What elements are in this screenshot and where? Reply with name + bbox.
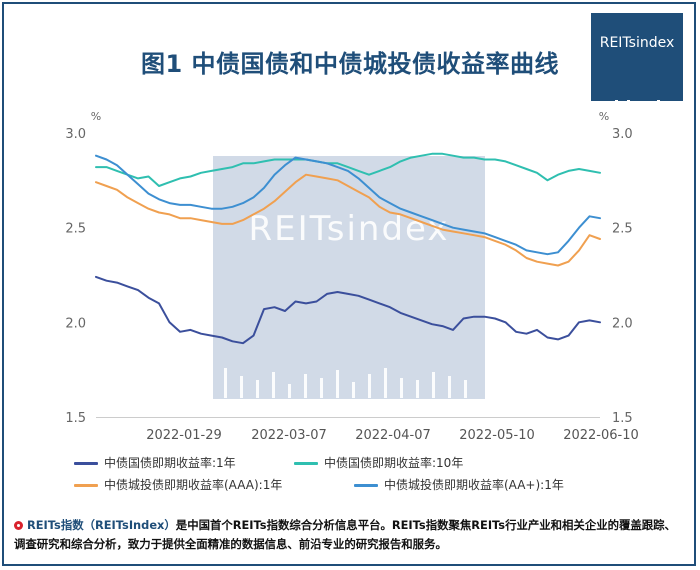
watermark-bar [336,370,339,398]
y-tick-label-right: 2.0 [612,316,633,331]
x-tick-label: 2022-01-29 [146,428,222,443]
y-tick-label-right: 1.5 [612,411,633,426]
y-tick-label-left: 1.5 [65,411,86,426]
y-tick-label-left: 2.0 [65,316,86,331]
legend-item-2: 中债国债即期收益率:10年 [294,454,463,471]
y-tick-label-right: 2.5 [612,222,633,237]
watermark-box [213,156,485,399]
watermark-bar [240,376,243,398]
watermark-bar [368,374,371,398]
watermark: REITsindex [213,156,485,399]
legend-swatch [74,462,98,465]
logo-bars [597,89,677,108]
y-unit-right: % [599,110,609,123]
series-line-3 [95,173,601,267]
y-tick-label-left: 2.5 [65,222,86,237]
legend-item-4: 中债城投债即期收益率(AA+):1年 [354,476,564,493]
watermark-bar [304,374,307,398]
legend-label: 中债国债即期收益率:1年 [104,456,236,470]
legend-label: 中债城投债即期收益率(AAA):1年 [104,478,283,492]
x-tick-label: 2022-03-07 [251,428,327,443]
legend-swatch [354,484,378,487]
chart-legend: 中债国债即期收益率:1年 中债国债即期收益率:10年 中债城投债即期收益率(AA… [70,454,630,494]
legend-item-3: 中债城投债即期收益率(AAA):1年 [74,476,282,493]
watermark-bar [288,384,291,398]
figure-title: 图1 中债国债和中债城投债收益率曲线 [140,50,560,78]
watermark-bar [400,378,403,398]
legend-item-1: 中债国债即期收益率:1年 [74,454,236,471]
watermark-bar [448,376,451,398]
x-tick-label: 2022-04-07 [355,428,431,443]
watermark-bar [352,382,355,398]
legend-swatch [74,484,98,487]
logo-text: REITsindex [599,35,675,51]
watermark-bar [224,368,227,398]
watermark-bar [416,380,419,398]
x-tick-label: 2022-06-10 [563,428,639,443]
reitsindex-logo: REITsindex [591,13,683,108]
series-line-2 [95,152,601,187]
x-tick-label: 2022-05-10 [459,428,535,443]
info-dot-icon [14,521,23,530]
watermark-text: REITsindex [248,209,449,249]
legend-label: 中债城投债即期收益率(AA+):1年 [384,478,564,492]
y-tick-label-right: 3.0 [612,127,633,142]
legend-swatch [294,462,318,465]
footer-text: 是中国首个REITs指数综合分析信息平台。REITs指数聚焦REITs行业产业和… [14,518,676,551]
y-tick-label-left: 3.0 [65,127,86,142]
watermark-bar [432,372,435,398]
footer-note: REITs指数（REITsIndex）是中国首个REITs指数综合分析信息平台。… [14,516,686,554]
y-unit-left: % [91,110,101,123]
legend-label: 中债国债即期收益率:10年 [324,456,464,470]
watermark-bar [272,372,275,398]
series-line-1 [95,275,601,345]
footer-brand: REITs指数（REITsIndex） [27,518,176,532]
watermark-bar [320,378,323,398]
watermark-bar [464,380,467,398]
watermark-bar [384,368,387,398]
series-line-4 [95,154,601,256]
watermark-bar [256,380,259,398]
chart-series [95,152,601,345]
